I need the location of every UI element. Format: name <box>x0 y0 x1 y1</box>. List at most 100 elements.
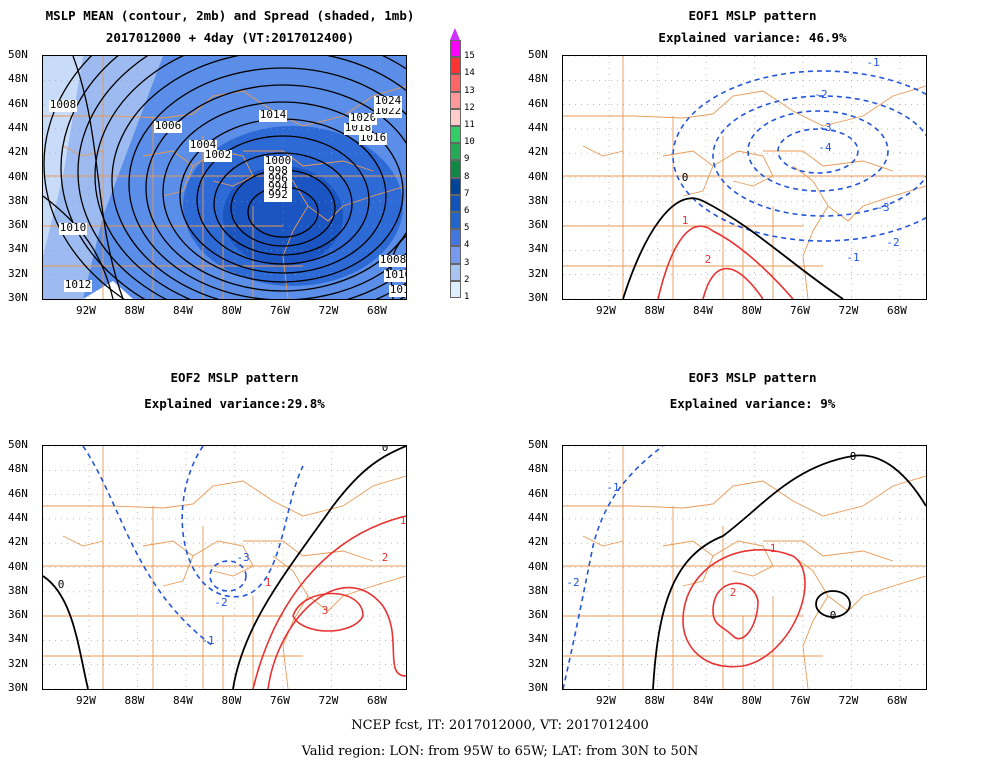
contour-label: 1020 <box>350 111 377 124</box>
lat-tick-label: 46N <box>528 96 548 110</box>
isobar <box>77 56 406 299</box>
map-boundary <box>582 145 624 157</box>
lon-tick-label: 92W <box>596 304 616 317</box>
colorbar-label: 5 <box>464 223 470 234</box>
contour-label: 996 <box>268 172 288 185</box>
eof-contour-negative <box>777 128 859 174</box>
panel-eof2-title-2: Explained variance:29.8% <box>144 396 325 411</box>
lon-tick-label: 84W <box>693 694 713 707</box>
colorbar-label: 2 <box>464 274 470 285</box>
contour-label-bg <box>204 150 232 162</box>
lon-tick-label: 68W <box>887 304 907 317</box>
colorbar-label: 11 <box>464 120 475 130</box>
colorbar-swatch <box>450 177 461 195</box>
panel-mslp-mean: 1008 1006 1004 1002 1000 998 996 994 992 1010 1012… <box>42 55 407 300</box>
map-boundary <box>827 575 926 612</box>
map-boundary <box>763 150 894 172</box>
contour-label-bg <box>59 223 87 235</box>
contour-label: 2 <box>730 586 737 599</box>
map-boundary <box>792 555 829 689</box>
colorbar-label: 1 <box>464 292 470 302</box>
lat-tick-label: 44N <box>8 510 28 524</box>
lat-tick-label: 36N <box>8 218 28 232</box>
contour-label: 1 <box>265 576 272 589</box>
map-boundary <box>582 535 624 547</box>
map-boundary <box>763 540 894 562</box>
contour-label: 0 <box>850 450 857 463</box>
contour-label-bg <box>49 100 77 112</box>
contour-label-bg <box>389 285 406 297</box>
contour-label: 994 <box>268 180 288 193</box>
colorbar-label: 10 <box>464 137 475 148</box>
panel-eof1: -1 -2 -3 -4 -3 -2 -1 0 1 2 <box>562 55 927 300</box>
contour-label: 1008 <box>50 98 77 111</box>
lat-tick-label: 30N <box>8 681 28 694</box>
contour-label-bg <box>264 156 292 168</box>
lat-tick-label: 38N <box>8 193 28 207</box>
colorbar-label: 13 <box>464 85 475 96</box>
contour-label: 998 <box>268 164 288 177</box>
contour-label-bg <box>264 190 292 202</box>
lat-tick-label: 46N <box>8 486 28 500</box>
contour-label: -2 <box>214 596 227 609</box>
lat-tick-label: 40N <box>8 169 28 183</box>
footer-forecast-info: NCEP fcst, IT: 2017012000, VT: 201701240… <box>351 718 649 733</box>
isobar <box>145 84 406 292</box>
contour-label: 0 <box>830 609 837 622</box>
colorbar-label: 15 <box>464 51 475 62</box>
lon-tick-label: 84W <box>173 694 193 707</box>
map-boundary <box>272 555 309 689</box>
contour-label-bg <box>374 106 402 118</box>
eof-contour-positive <box>682 548 806 668</box>
isobar <box>111 56 406 299</box>
lat-tick-label: 48N <box>8 462 28 476</box>
contour-label-bg <box>359 133 387 145</box>
eof-contour-positive <box>712 582 759 640</box>
lat-tick-label: 34N <box>8 242 28 256</box>
lat-tick-label: 42N <box>8 145 28 159</box>
lat-tick-label: 42N <box>8 535 28 549</box>
contour-label: 1000 <box>265 154 292 167</box>
colorbar-swatch <box>450 160 461 178</box>
lat-tick-label: 30N <box>8 291 28 304</box>
eof-contour-negative <box>747 110 889 192</box>
isobar <box>94 56 406 299</box>
lat-tick-label: 44N <box>8 120 28 134</box>
colorbar-swatch <box>450 280 461 298</box>
colorbar-swatch <box>450 57 461 75</box>
lat-tick-label: 50N <box>528 48 548 61</box>
map-boundary <box>192 540 254 577</box>
panel-eof3: 0 -1 1 2 -2 0 <box>562 445 927 690</box>
contour-label-bg <box>344 123 372 135</box>
lon-tick-label: 68W <box>367 304 387 317</box>
isobar <box>196 135 370 265</box>
map-boundary <box>62 535 104 547</box>
map-boundary <box>307 185 406 222</box>
lat-tick-label: 50N <box>8 438 28 451</box>
contour-label: -1 <box>606 481 619 494</box>
panel-eof3-title-1: EOF3 MSLP pattern <box>688 370 817 385</box>
colorbar-label: 3 <box>464 257 470 268</box>
contour-label: 0 <box>382 446 389 454</box>
contour-label: -1 <box>846 251 859 264</box>
contour-label: 1006 <box>155 119 182 132</box>
lat-tick-label: 48N <box>8 72 28 86</box>
eof-contour-negative <box>209 560 247 592</box>
colorbar-swatch <box>450 126 461 144</box>
lat-tick-label: 44N <box>528 510 548 524</box>
contour-label: 1004 <box>190 138 217 151</box>
lat-tick-label: 36N <box>528 608 548 622</box>
contour-label: -3 <box>818 121 831 134</box>
colorbar-bottom-triangle <box>450 298 460 310</box>
colorbar-swatch <box>450 263 461 281</box>
contour-label-bg <box>384 270 406 282</box>
lat-tick-label: 34N <box>528 632 548 646</box>
contour-label-bg <box>349 113 377 125</box>
lon-tick-label: 72W <box>318 694 339 707</box>
isobar <box>213 152 353 256</box>
lon-tick-label: 88W <box>124 694 145 707</box>
lat-tick-label: 38N <box>8 583 28 597</box>
eof-contour-negative <box>181 446 304 598</box>
colorbar-swatch <box>450 194 461 212</box>
lon-tick-label: 72W <box>838 304 859 317</box>
